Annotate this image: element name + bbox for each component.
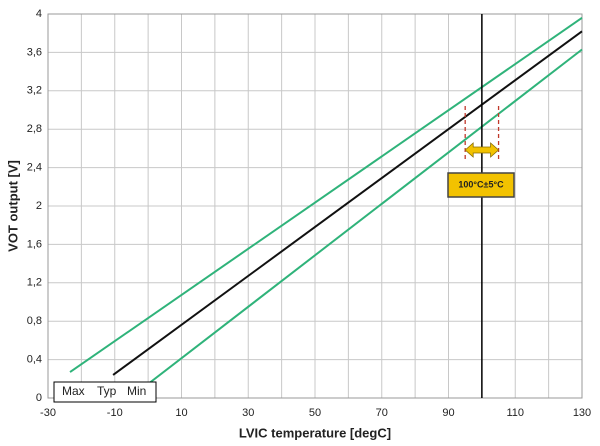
x-tick-label: 70 — [376, 407, 388, 419]
y-tick-label: 0,8 — [27, 315, 42, 327]
y-tick-label: 2,8 — [27, 123, 42, 135]
series-line — [69, 17, 583, 373]
y-tick-label: 4 — [36, 8, 42, 20]
x-axis-label: LVIC temperature [degC] — [239, 425, 391, 440]
legend-label: Typ — [97, 384, 117, 398]
x-tick-label: 10 — [175, 407, 187, 419]
y-tick-label: 3,6 — [27, 46, 42, 58]
y-axis-label: VOT output [V] — [5, 160, 20, 252]
legend-label: Min — [127, 384, 146, 398]
x-tick-label: 110 — [506, 407, 524, 419]
annotation: 100°C±5°C — [458, 179, 504, 189]
legend-box — [53, 381, 157, 403]
y-tick-label: 1,6 — [27, 238, 42, 250]
y-tick-label: 3,2 — [27, 85, 42, 97]
x-tick-label: -30 — [40, 407, 56, 419]
series-line — [112, 30, 583, 376]
y-tick-label: 0,4 — [27, 354, 42, 366]
band-arrow — [464, 142, 500, 158]
x-tick-label: 130 — [573, 407, 591, 419]
x-tick-label: -10 — [107, 407, 123, 419]
y-tick-label: 0 — [36, 392, 42, 404]
x-tick-label: 30 — [242, 407, 254, 419]
plot-frame — [47, 13, 583, 399]
y-tick-label: 1,2 — [27, 277, 42, 289]
series-line — [149, 48, 583, 384]
annotation-box — [447, 172, 515, 198]
y-tick-label: 2 — [36, 200, 42, 212]
legend-label: Max — [62, 384, 85, 398]
y-tick-label: 2,4 — [27, 162, 42, 174]
x-tick-label: 50 — [309, 407, 321, 419]
x-tick-label: 90 — [442, 407, 454, 419]
